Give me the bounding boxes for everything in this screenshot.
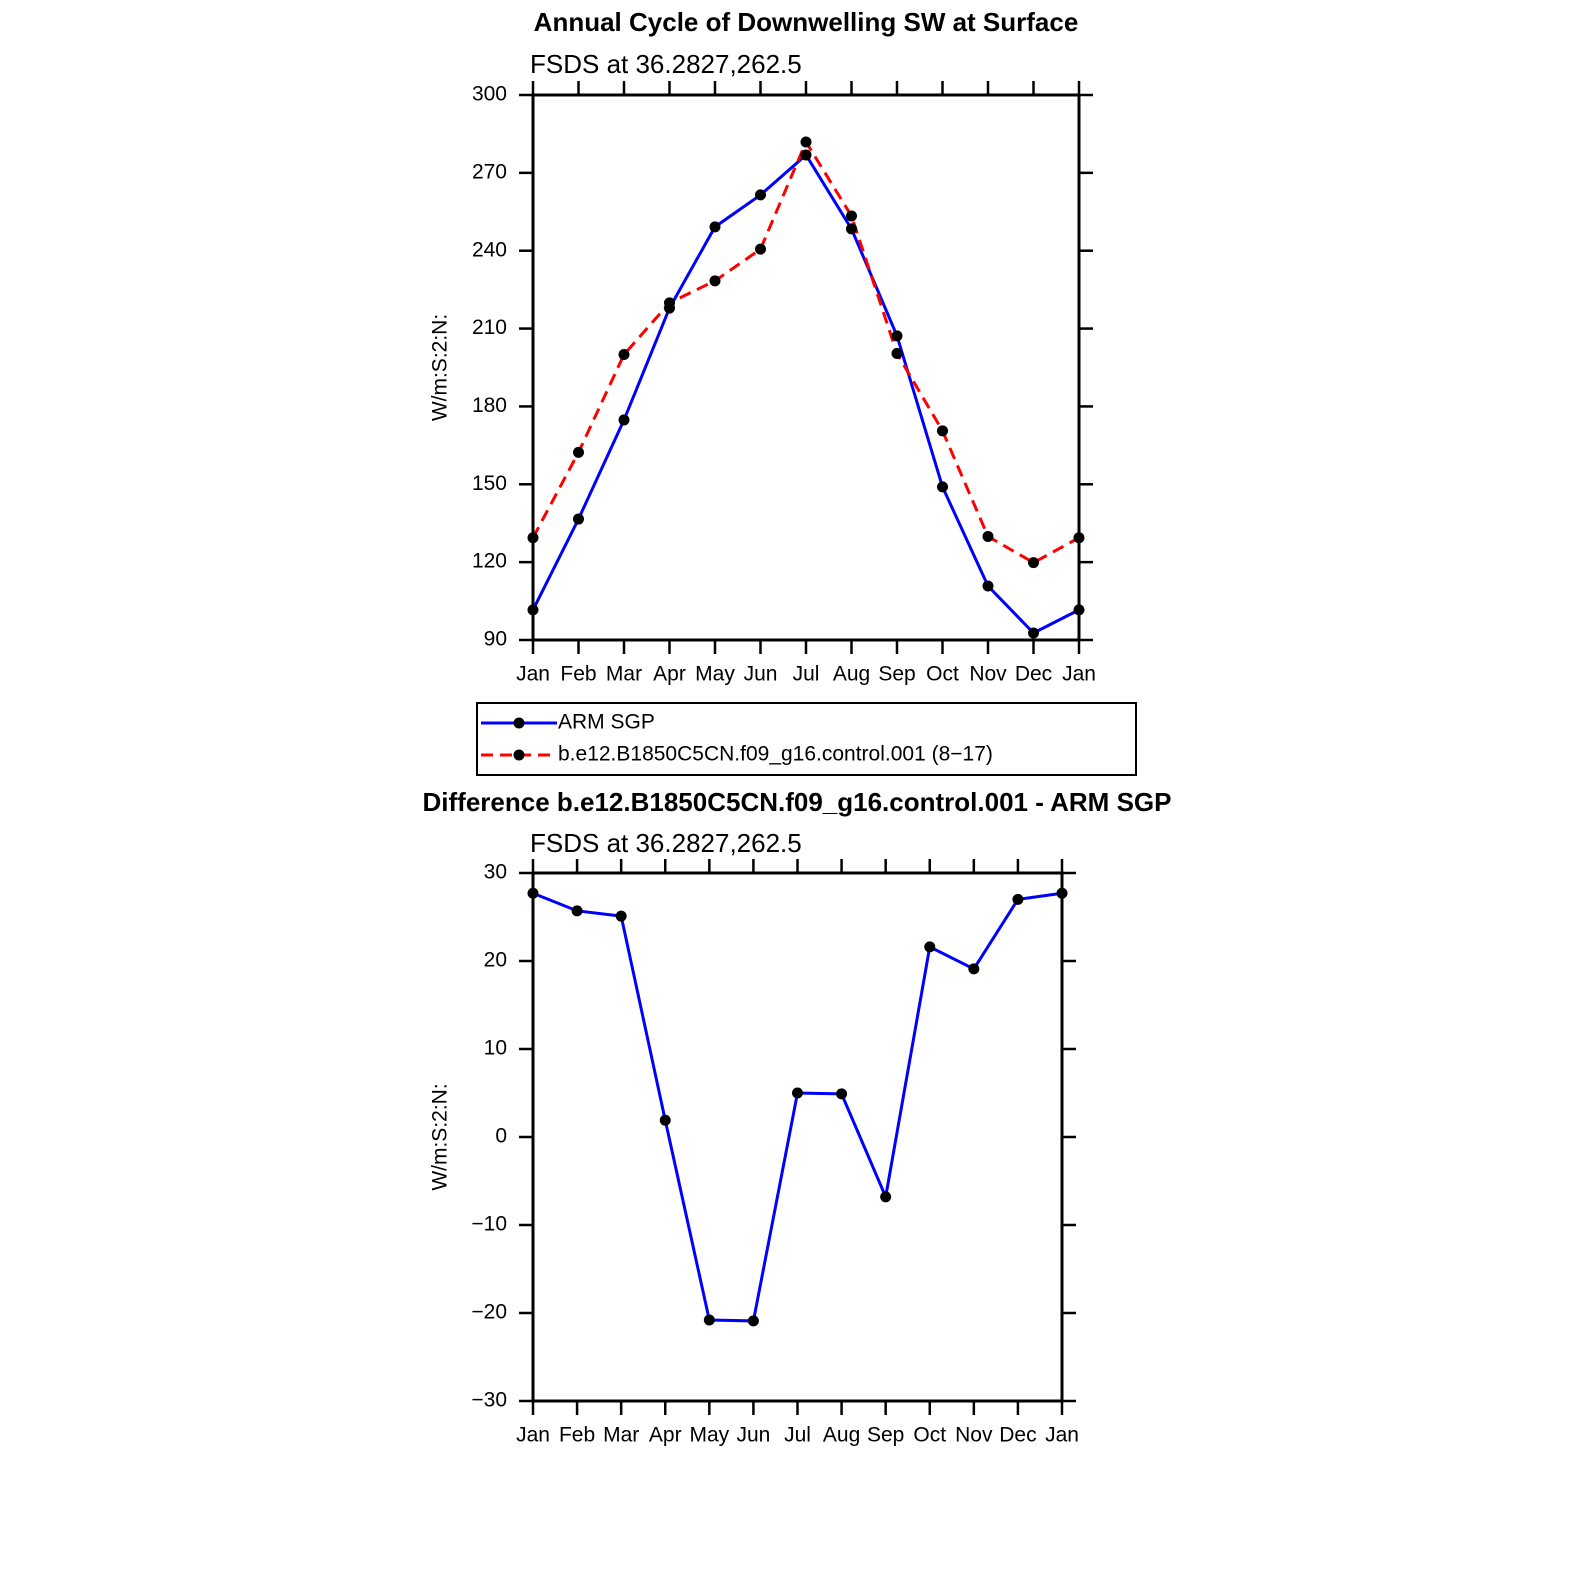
marker [891,347,903,359]
marker [924,941,936,953]
marker [800,136,812,148]
x-tick-label: Jun [736,1424,770,1447]
marker [982,580,994,592]
x-tick-label: Oct [913,1424,946,1447]
marker [709,275,721,287]
marker [573,513,584,525]
y-tick-label: 120 [472,550,507,573]
marker [527,604,539,616]
marker [792,1087,803,1099]
chart-title: Difference b.e12.B1850C5CN.f09_g16.contr… [423,787,1172,817]
x-tick-label: Jun [744,663,778,686]
marker [527,887,539,899]
marker [703,1314,715,1326]
x-tick-label: Sep [878,663,915,686]
y-tick-label: 20 [484,949,507,972]
marker [1028,627,1039,639]
marker [937,481,948,493]
x-tick-label: Oct [926,663,959,686]
x-tick-label: Aug [823,1424,860,1447]
y-tick-label: 240 [472,238,507,261]
x-tick-label: May [695,663,735,686]
x-tick-label: Jan [1045,1424,1079,1447]
y-tick-label: 150 [472,472,507,495]
marker [1073,532,1085,544]
marker [615,910,627,922]
marker [846,210,857,222]
series-line [532,891,1063,1323]
marker [571,905,583,917]
y-tick-label: 300 [472,83,507,106]
y-tick-label: −30 [471,1389,507,1412]
marker [659,1114,671,1126]
marker [846,223,857,235]
marker [527,532,539,544]
x-tick-label: Dec [1015,663,1052,686]
marker [709,221,721,233]
x-tick-label: Nov [955,1424,993,1447]
y-axis-label: W/m:S:2:N: [429,314,452,421]
y-axis-label: W/m:S:2:N: [429,1083,452,1190]
marker [618,349,630,361]
y-tick-label: 270 [472,160,507,183]
marker [1073,604,1085,616]
marker [968,963,980,975]
x-tick-label: Aug [833,663,870,686]
x-tick-label: Apr [649,1424,682,1447]
y-tick-label: 30 [484,861,507,884]
y-tick-label: 0 [495,1125,507,1148]
y-tick-label: 90 [484,628,507,651]
subtitle: FSDS at 36.2827,262.5 [530,49,802,79]
subtitle: FSDS at 36.2827,262.5 [530,828,802,858]
plot-frame [531,93,1081,642]
marker [800,149,812,161]
chart-title: Annual Cycle of Downwelling SW at Surfac… [534,7,1079,37]
x-tick-label: Jul [793,663,820,686]
marker [1012,893,1024,905]
marker [618,414,630,426]
x-tick-label: Mar [606,663,642,686]
x-tick-label: May [689,1424,729,1447]
marker [664,297,675,309]
marker [880,1191,892,1203]
x-tick-label: Apr [653,663,686,686]
marker [755,189,766,201]
y-tick-label: −10 [471,1213,507,1236]
series-line [531,138,1080,565]
x-tick-label: Dec [999,1424,1036,1447]
x-tick-label: Feb [560,663,596,686]
legend-marker [513,749,525,761]
x-tick-label: Jan [516,663,550,686]
x-tick-label: Jan [516,1424,550,1447]
marker [573,446,584,458]
x-tick-label: Nov [969,663,1007,686]
marker [747,1315,759,1327]
marker [1028,557,1039,569]
x-tick-label: Feb [559,1424,595,1447]
marker [937,425,948,437]
x-tick-label: Mar [603,1424,639,1447]
y-tick-label: 180 [472,394,507,417]
marker [982,530,994,542]
plot-frame [531,871,1064,1403]
x-tick-label: Jul [784,1424,811,1447]
marker [755,243,766,255]
legend-marker [513,717,525,729]
marker [891,330,903,342]
y-tick-label: −20 [471,1301,507,1324]
legend-label: b.e12.B1850C5CN.f09_g16.control.001 (8−1… [558,743,993,766]
x-tick-label: Jan [1062,663,1096,686]
legend-box [476,702,1137,776]
y-tick-label: 10 [484,1037,507,1060]
series-line [531,152,1080,635]
marker [836,1088,848,1100]
y-tick-label: 210 [472,316,507,339]
legend-label: ARM SGP [558,711,655,734]
x-tick-label: Sep [867,1424,904,1447]
marker [1056,887,1068,899]
